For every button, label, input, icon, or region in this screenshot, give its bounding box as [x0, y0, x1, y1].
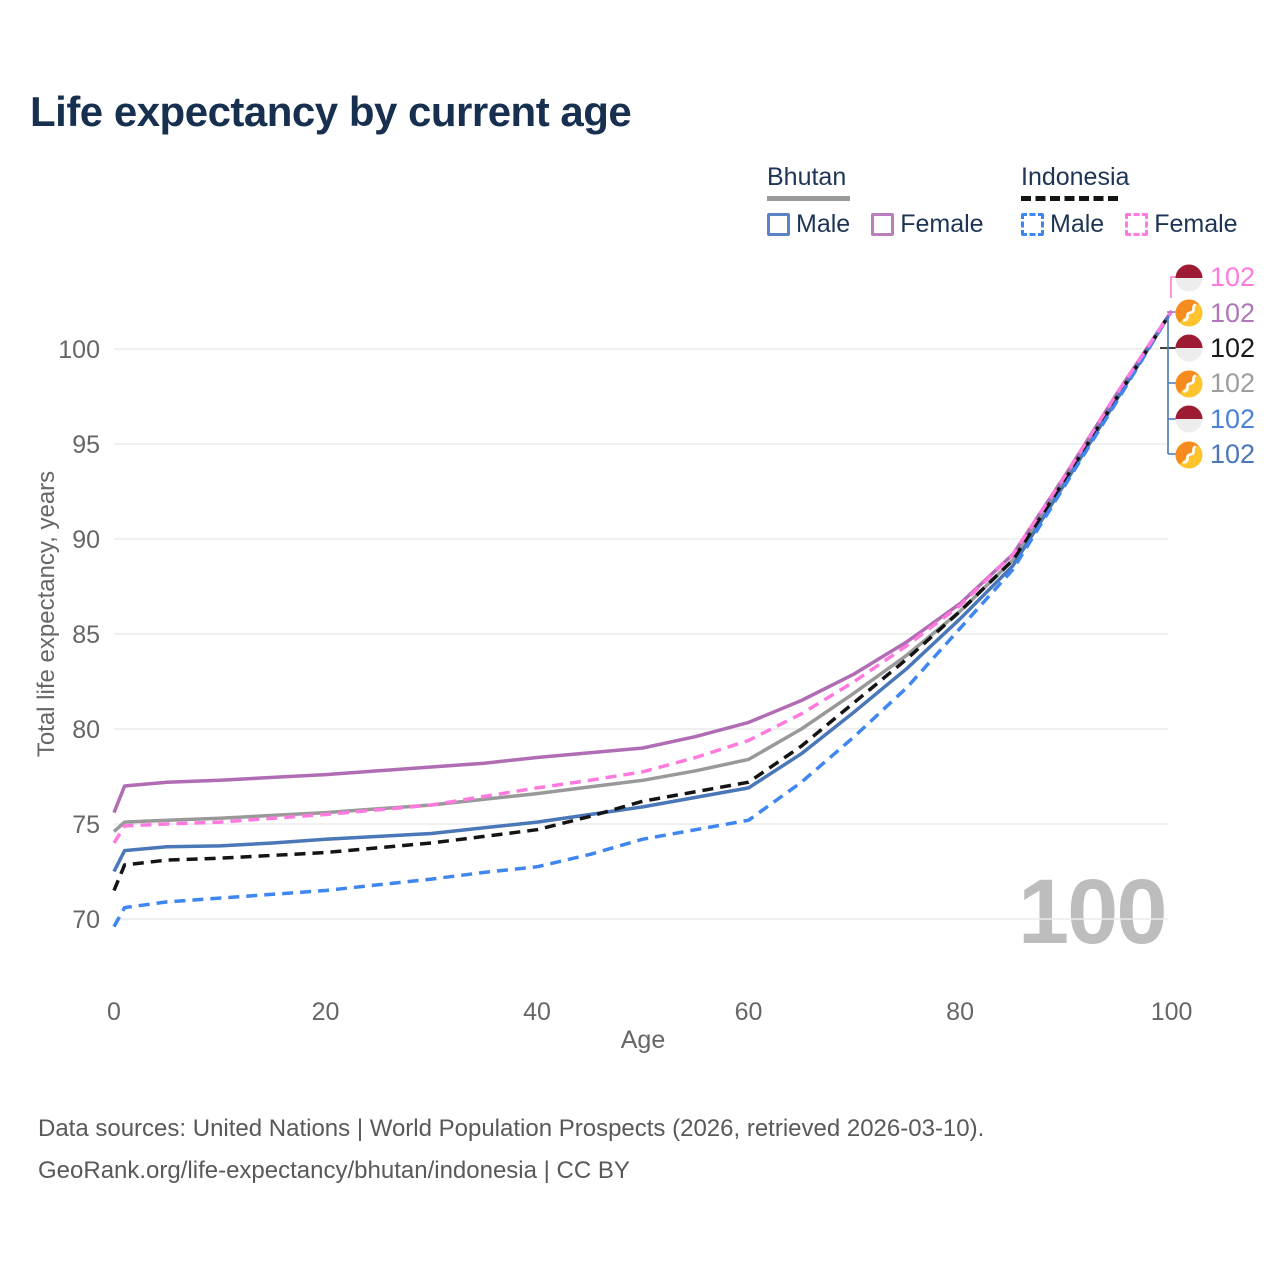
legend-label-bhutan-female[interactable]: Female [900, 210, 984, 238]
series-end-labels: 102 102 102 102 102 102 [1175, 260, 1255, 472]
end-label-value: 102 [1210, 368, 1256, 399]
y-tick-label: 90 [72, 526, 100, 554]
x-tick-label: 40 [523, 998, 551, 1026]
y-tick-label: 70 [72, 906, 100, 934]
bhutan-flag-icon [1175, 299, 1203, 327]
x-axis-title: Age [620, 1026, 666, 1054]
legend-country-bhutan-label: Bhutan [767, 163, 847, 191]
y-axis-title: Total life expectancy, years [33, 470, 60, 758]
x-tick-label: 60 [735, 998, 763, 1026]
indonesia-flag-icon [1175, 405, 1203, 433]
y-tick-label: 85 [72, 621, 100, 649]
end-label-value: 102 [1210, 403, 1256, 434]
legend-swatch-bhutan-male[interactable] [767, 213, 790, 236]
bhutan-flag-icon [1175, 441, 1203, 469]
end-label-row: 102 [1175, 260, 1255, 295]
indonesia-dashed-line-swatch [1021, 196, 1118, 201]
legend-swatch-indonesia-male[interactable] [1021, 213, 1044, 236]
end-label-row: 102 [1175, 366, 1255, 401]
end-label-value: 102 [1210, 439, 1256, 470]
bhutan-solid-line-swatch [767, 196, 850, 201]
indonesia-flag-icon [1175, 264, 1203, 292]
y-tick-label: 100 [58, 336, 100, 364]
legend-group-bhutan: Bhutan Male Female [767, 163, 1005, 239]
legend-swatch-indonesia-female[interactable] [1125, 213, 1149, 236]
footer: Data sources: United Nations | World Pop… [38, 1108, 984, 1192]
y-tick-label: 95 [72, 431, 100, 459]
end-label-row: 102 [1175, 402, 1255, 437]
end-label-row: 102 [1175, 331, 1255, 366]
legend-label-indonesia-male[interactable]: Male [1050, 210, 1105, 238]
y-tick-label: 80 [72, 716, 100, 744]
bhutan-flag-icon [1175, 370, 1203, 398]
legend-label-bhutan-male[interactable]: Male [796, 210, 851, 238]
legend-group-indonesia: Indonesia Male Female [1021, 163, 1259, 239]
end-label-row: 102 [1175, 437, 1255, 472]
x-tick-label: 0 [107, 998, 121, 1026]
series-line-bhutan-both [112, 310, 1174, 833]
series-line-indonesia-female [112, 310, 1174, 844]
series-line-indonesia-male [112, 310, 1174, 928]
legend-country-indonesia-label: Indonesia [1021, 163, 1130, 191]
x-tick-label: 20 [312, 998, 340, 1026]
end-label-value: 102 [1210, 332, 1256, 363]
y-tick-label: 75 [72, 811, 100, 839]
legend-label-indonesia-female[interactable]: Female [1154, 210, 1238, 238]
leader-line-pink [1170, 276, 1176, 298]
end-label-value: 102 [1210, 297, 1256, 328]
legend-country-indonesia[interactable]: Indonesia [1021, 163, 1129, 201]
x-tick-label: 80 [946, 998, 974, 1026]
series-line-bhutan-male [112, 310, 1174, 873]
watermark-age-counter: 100 [1018, 861, 1167, 963]
page-title: Life expectancy by current age [30, 88, 632, 135]
end-label-value: 102 [1210, 262, 1256, 293]
x-tick-label: 100 [1151, 998, 1193, 1026]
end-label-row: 102 [1175, 295, 1255, 330]
legend-swatch-bhutan-female[interactable] [871, 213, 895, 236]
indonesia-flag-icon [1175, 334, 1203, 362]
leader-line-blue [1167, 315, 1176, 455]
footer-attribution: GeoRank.org/life-expectancy/bhutan/indon… [38, 1157, 630, 1184]
series-line-indonesia-both [112, 310, 1174, 892]
legend-country-bhutan[interactable]: Bhutan [767, 163, 850, 201]
footer-data-sources: Data sources: United Nations | World Pop… [38, 1115, 985, 1142]
